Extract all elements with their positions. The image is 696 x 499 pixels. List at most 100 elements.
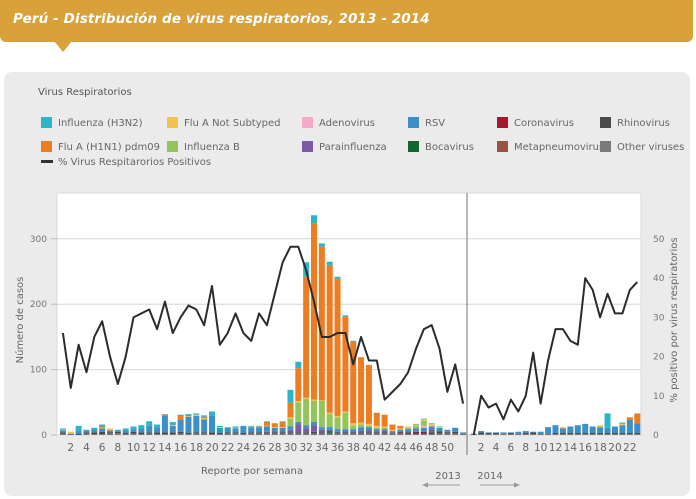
- bar-segment: [559, 428, 566, 434]
- bar-segment: [342, 431, 349, 433]
- legend-swatch-icon: [497, 141, 508, 152]
- bar-segment: [413, 423, 419, 425]
- y2-axis-title: % positivo por virus respiratorios: [669, 237, 680, 402]
- bar-segment: [193, 433, 200, 435]
- bar-segment: [619, 433, 626, 435]
- year-label-2013: 2013: [435, 471, 460, 482]
- bar-segment: [397, 433, 404, 435]
- bar-segment: [552, 433, 559, 435]
- bar-segment: [311, 215, 317, 224]
- bar-segment: [582, 434, 589, 435]
- bar-segment: [420, 420, 427, 426]
- bar-segment: [256, 426, 263, 428]
- x-tick-label: 44: [394, 442, 408, 454]
- legend-swatch-icon: [408, 141, 419, 152]
- bar-segment: [83, 430, 90, 433]
- bar-segment: [350, 429, 357, 432]
- legend-swatch-icon: [600, 141, 611, 152]
- bar-segment: [130, 431, 137, 434]
- bar-segment: [185, 414, 192, 417]
- bar-segment: [287, 417, 294, 419]
- bar-segment: [177, 431, 184, 434]
- bar-segment: [295, 421, 302, 425]
- legend-label: % Virus Respitarorios Positivos: [58, 157, 212, 168]
- bar-segment: [358, 424, 365, 428]
- legend-label: Parainfluenza: [319, 142, 387, 153]
- bar-segment: [146, 421, 153, 426]
- x-tick-label: 22: [221, 442, 234, 454]
- bar-segment: [295, 402, 302, 422]
- legend-swatch-icon: [302, 117, 313, 128]
- bar-segment: [567, 434, 574, 435]
- legend-swatch-icon: [600, 117, 611, 128]
- bar-segment: [295, 433, 302, 435]
- bar-segment: [318, 243, 325, 247]
- bar-segment: [271, 427, 278, 432]
- bar-segment: [146, 432, 153, 434]
- x-tick-label: 6: [508, 442, 515, 454]
- bar-segment: [515, 431, 522, 434]
- bar-segment: [478, 432, 485, 435]
- bar-segment: [342, 315, 349, 317]
- legend-title: Virus Respiratorios: [38, 87, 132, 98]
- x-tick-label: 28: [268, 442, 281, 454]
- legend-label: Bocavirus: [425, 142, 474, 153]
- bar-segment: [626, 417, 633, 420]
- bar-segment: [358, 422, 365, 425]
- bar-segment: [589, 433, 596, 435]
- bar-segment: [224, 433, 231, 435]
- x-tick-label: 8: [115, 442, 122, 454]
- bar-segment: [365, 365, 372, 424]
- x-tick-label: 46: [409, 442, 423, 454]
- y-tick-label: 200: [30, 300, 47, 310]
- bar-segment: [405, 429, 412, 433]
- x-tick-label: 26: [252, 442, 266, 454]
- bar-segment: [381, 430, 388, 433]
- bar-segment: [381, 429, 388, 431]
- bar-segment: [420, 419, 427, 421]
- bar-segment: [334, 431, 341, 433]
- bar-segment: [342, 411, 349, 413]
- bar-segment: [428, 425, 435, 426]
- bar-segment: [169, 432, 176, 435]
- bar-segment: [574, 433, 581, 435]
- bar-segment: [597, 427, 604, 434]
- bar-segment: [271, 431, 278, 433]
- bar-segment: [452, 427, 459, 432]
- bar-segment: [413, 434, 419, 435]
- bar-segment: [634, 433, 641, 435]
- bar-segment: [193, 414, 200, 417]
- legend-swatch-icon: [167, 117, 178, 128]
- bar-segment: [405, 432, 412, 434]
- bar-segment: [75, 425, 82, 432]
- x-tick-label: 40: [362, 442, 375, 454]
- bar-segment: [420, 425, 427, 428]
- bar-segment: [279, 427, 286, 432]
- title-banner: Perú - Distribución de virus respiratori…: [0, 0, 693, 42]
- bar-segment: [99, 426, 106, 428]
- bar-segment: [318, 432, 325, 434]
- y-axis-title: Número de casos: [14, 277, 26, 364]
- bar-segment: [114, 431, 121, 434]
- bar-segment: [405, 426, 412, 428]
- bar-segment: [485, 432, 492, 434]
- bar-segment: [389, 433, 396, 435]
- bar-segment: [444, 431, 451, 433]
- bar-segment: [256, 433, 263, 435]
- x-axis-title: Reporte por semana: [201, 466, 303, 477]
- x-tick-label: 2: [67, 442, 74, 454]
- x-tick-label: 20: [608, 442, 621, 454]
- bar-segment: [91, 432, 98, 435]
- x-tick-label: 38: [347, 442, 360, 454]
- arrow-left-head-icon: [422, 482, 428, 488]
- y2-tick-label: 30: [653, 313, 665, 323]
- bar-segment: [122, 428, 129, 431]
- x-tick-label: 50: [441, 442, 454, 454]
- bar-segment: [334, 278, 341, 417]
- bar-segment: [303, 399, 310, 426]
- bar-segment: [326, 427, 333, 430]
- bar-segment: [500, 434, 507, 435]
- bar-segment: [428, 423, 435, 426]
- bar-segment: [318, 400, 325, 401]
- bar-segment: [185, 434, 192, 435]
